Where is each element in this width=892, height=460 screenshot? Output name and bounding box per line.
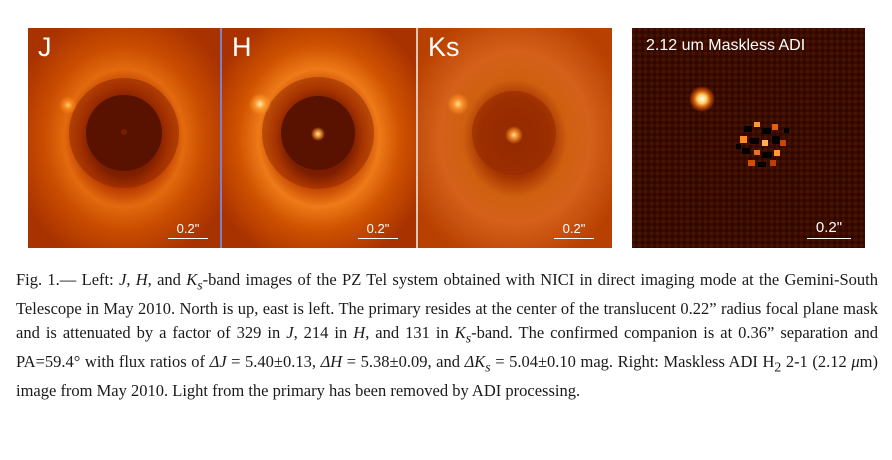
scale-label: 0.2": [176, 221, 200, 236]
panel-divider: [220, 28, 222, 248]
band-label-h: H: [232, 32, 252, 62]
scale-bar-ks: 0.2": [554, 221, 594, 239]
panel-divider: [416, 28, 418, 248]
image-panel-adi: 2.12 um Maskless ADI 0.2": [632, 28, 865, 248]
image-panel-ks: Ks 0.2": [418, 28, 612, 248]
image-panel-h: H 0.2": [222, 28, 416, 248]
band-label-ks: Ks: [428, 32, 460, 62]
h-band-image: [222, 28, 416, 248]
j-band-image: [28, 28, 220, 248]
ks-band-image: [418, 28, 612, 248]
scale-bar-adi: 0.2": [807, 219, 851, 239]
scale-bar-j: 0.2": [168, 221, 208, 239]
caption-text: Fig. 1.— Left: J, H, and Ks-band images …: [16, 270, 879, 400]
scale-label: 0.2": [562, 221, 586, 236]
adi-image: [632, 28, 865, 248]
scale-label: 0.2": [366, 221, 390, 236]
figure-caption: Fig. 1.— Left: J, H, and Ks-band images …: [16, 268, 878, 402]
band-label-adi: 2.12 um Maskless ADI: [646, 37, 806, 54]
scale-label: 0.2": [815, 219, 843, 236]
scale-bar-h: 0.2": [358, 221, 398, 239]
image-panel-j: J 0.2": [28, 28, 220, 248]
adi-residuals: [736, 122, 789, 167]
band-label-j: J: [38, 32, 52, 62]
